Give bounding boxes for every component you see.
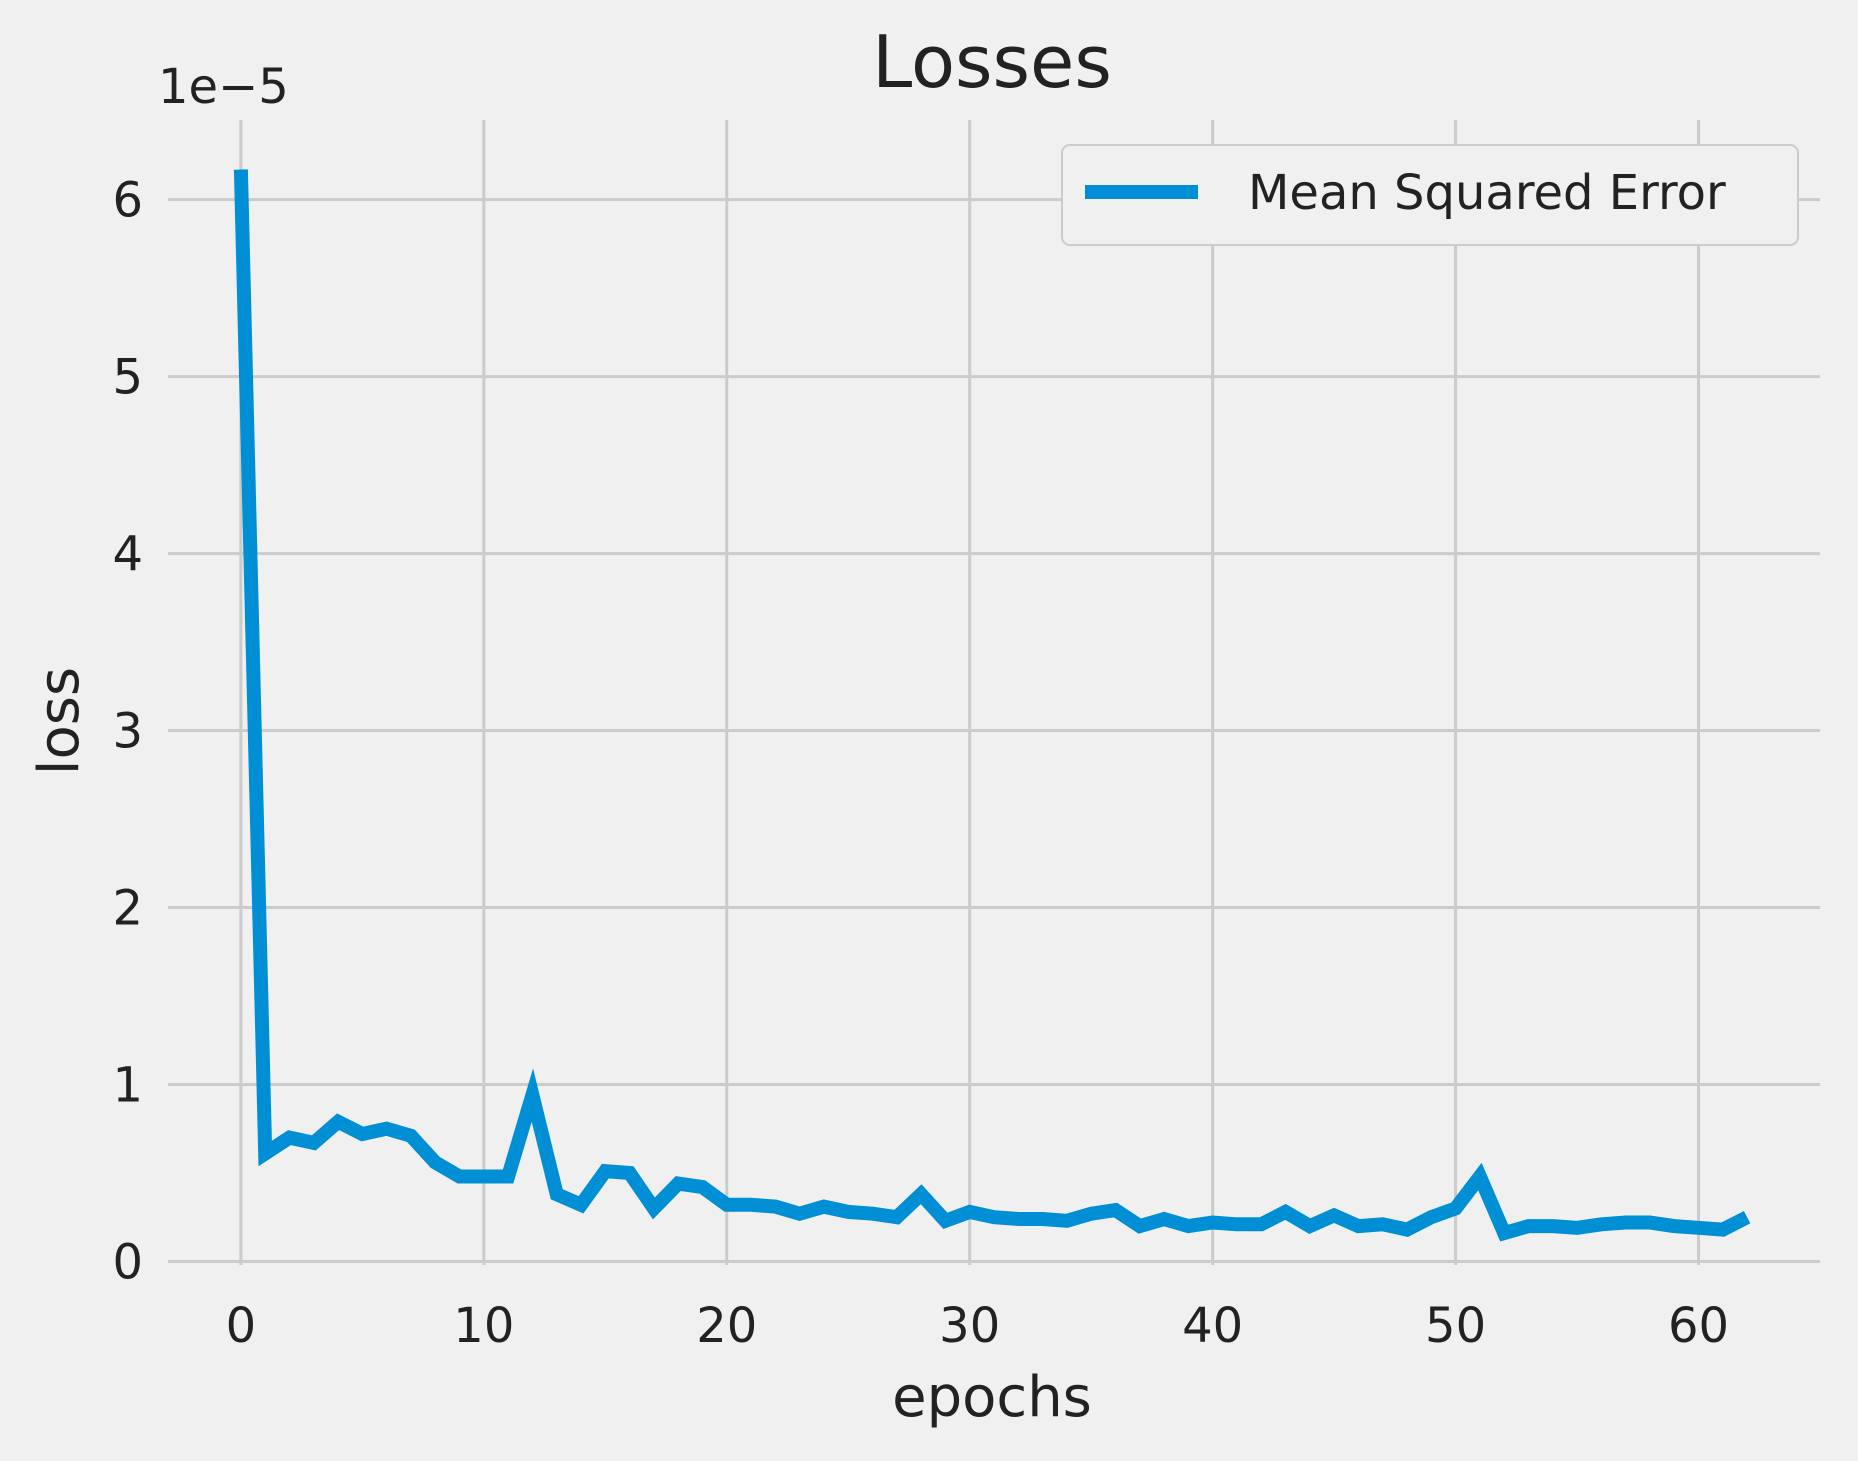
x-tick-label: 20 [696,1298,757,1354]
y-tick-labels: 0 1 2 3 4 5 6 [112,173,143,1291]
series-line-mse [233,169,1751,1242]
legend-box [1061,144,1799,246]
x-tick-label: 40 [1182,1298,1243,1354]
legend-label: Mean Squared Error [1248,165,1726,221]
y-tick-label: 6 [112,173,143,229]
series-group [233,169,1751,1242]
y-tick-label: 1 [112,1057,143,1113]
x-tick-label: 0 [226,1298,257,1354]
y-axis-label: loss [27,667,92,775]
legend: Mean Squared Error [1061,144,1799,246]
chart-title: Losses [872,20,1112,104]
x-tick-label: 50 [1425,1298,1486,1354]
y-tick-label: 2 [112,881,143,937]
x-tick-labels: 0 10 20 30 40 50 60 [226,1298,1729,1354]
x-tick-label: 30 [939,1298,1000,1354]
x-tick-label: 10 [453,1298,514,1354]
y-tick-label: 4 [112,527,143,583]
y-offset-label: 1e−5 [158,59,289,115]
x-tick-label: 60 [1668,1298,1729,1354]
y-tick-label: 5 [112,350,143,406]
y-tick-label: 3 [112,704,143,760]
x-axis-label: epochs [892,1365,1092,1430]
y-tick-label: 0 [112,1234,143,1290]
y-gridlines [168,198,1820,1263]
